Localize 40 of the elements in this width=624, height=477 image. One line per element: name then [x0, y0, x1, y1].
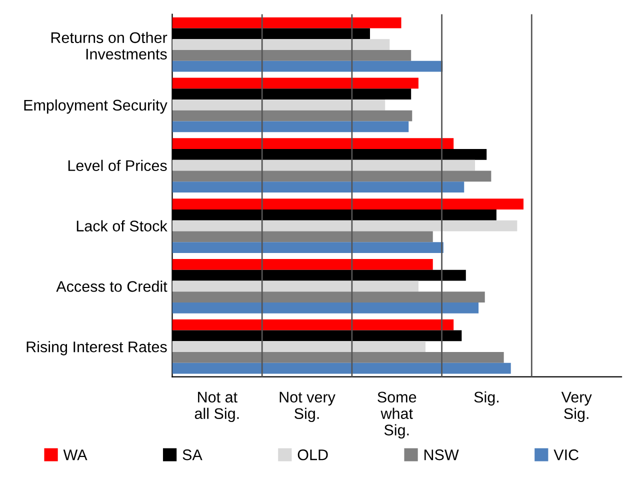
bar [172, 78, 418, 89]
y-tick-label: Lack of Stock [76, 220, 168, 232]
text: Sig. [474, 391, 498, 406]
text: Very Sig. [561, 392, 592, 422]
text: Some what Sig. [378, 392, 416, 438]
bar [172, 231, 433, 242]
y-tick-label: Access to Credit [56, 280, 168, 292]
bar [172, 220, 518, 232]
y-tick-label: Returns on Other Investments [51, 32, 168, 60]
bar [172, 60, 443, 72]
bar [172, 292, 485, 303]
bar [172, 352, 504, 363]
bar [172, 259, 433, 270]
y-tick-label: Rising Interest Rates [26, 341, 167, 356]
text: Not very Sig. [280, 392, 336, 422]
legend-label: OLD [298, 449, 328, 460]
y-tick-label: Level of Prices [68, 160, 167, 172]
bar [172, 121, 409, 132]
bar [172, 100, 386, 110]
bar [172, 17, 402, 28]
bar [172, 362, 511, 374]
legend-label: VIC [554, 449, 578, 460]
bar [172, 182, 464, 193]
y-tick-label: Employment Security [24, 99, 168, 114]
bar [172, 280, 418, 292]
legend-label: SA [182, 449, 202, 460]
legend-label: NSW [424, 449, 459, 460]
bar [172, 302, 479, 314]
legend-label: WA [63, 450, 88, 460]
bar [172, 138, 454, 150]
bar [172, 39, 390, 50]
bar [172, 160, 476, 171]
bar [172, 170, 492, 182]
bar [172, 242, 444, 253]
bar [172, 198, 524, 210]
bar [172, 319, 454, 330]
bar [172, 50, 412, 61]
bar [172, 341, 426, 352]
text: Not at all Sig. [194, 392, 239, 422]
bar [172, 110, 412, 122]
